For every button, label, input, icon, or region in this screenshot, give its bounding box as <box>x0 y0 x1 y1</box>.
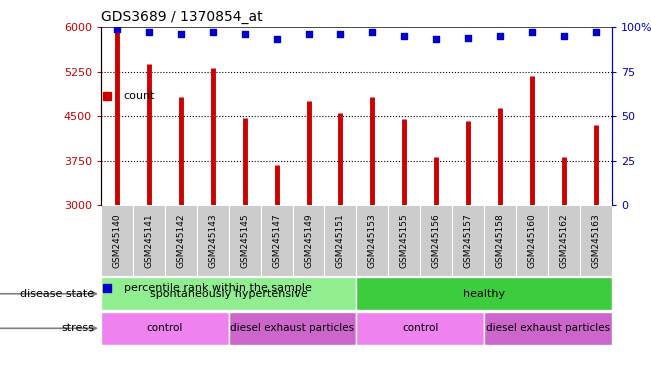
Point <box>303 31 314 37</box>
Bar <box>357 312 484 345</box>
Text: count: count <box>124 91 155 101</box>
Bar <box>101 205 133 276</box>
Point <box>527 29 537 35</box>
Point <box>144 29 154 35</box>
Text: GSM245142: GSM245142 <box>176 214 186 268</box>
Text: GSM245162: GSM245162 <box>559 214 568 268</box>
Text: stress: stress <box>62 323 94 333</box>
Point <box>431 36 441 43</box>
Text: GSM245145: GSM245145 <box>240 214 249 268</box>
Text: GSM245147: GSM245147 <box>272 214 281 268</box>
Text: GSM245141: GSM245141 <box>145 214 154 268</box>
Bar <box>292 205 324 276</box>
Point <box>590 29 601 35</box>
Point <box>176 31 186 37</box>
Point <box>335 31 346 37</box>
Bar <box>516 205 548 276</box>
Text: control: control <box>402 323 439 333</box>
Text: GSM245151: GSM245151 <box>336 214 345 268</box>
Text: GSM245158: GSM245158 <box>495 214 505 268</box>
Text: diesel exhaust particles: diesel exhaust particles <box>230 323 355 333</box>
Text: disease state: disease state <box>20 289 94 299</box>
Bar <box>357 205 389 276</box>
Bar <box>133 205 165 276</box>
Point <box>367 29 378 35</box>
Bar <box>229 205 260 276</box>
Text: GSM245153: GSM245153 <box>368 214 377 268</box>
Bar <box>229 312 357 345</box>
Text: diesel exhaust particles: diesel exhaust particles <box>486 323 610 333</box>
Text: GSM245140: GSM245140 <box>113 214 121 268</box>
Text: healthy: healthy <box>463 289 505 299</box>
Text: GSM245157: GSM245157 <box>464 214 473 268</box>
Text: GSM245149: GSM245149 <box>304 214 313 268</box>
Text: control: control <box>146 323 183 333</box>
Text: GDS3689 / 1370854_at: GDS3689 / 1370854_at <box>101 10 262 25</box>
Text: GSM245143: GSM245143 <box>208 214 217 268</box>
Text: GSM245163: GSM245163 <box>592 214 600 268</box>
Point <box>495 33 505 39</box>
Text: GSM245156: GSM245156 <box>432 214 441 268</box>
Point <box>463 35 473 41</box>
Point <box>559 33 569 39</box>
Point <box>112 26 122 32</box>
Bar <box>101 312 229 345</box>
Bar <box>484 205 516 276</box>
Bar <box>548 205 580 276</box>
Bar <box>101 277 357 310</box>
Bar <box>389 205 421 276</box>
Bar <box>197 205 229 276</box>
Bar <box>580 205 612 276</box>
Text: percentile rank within the sample: percentile rank within the sample <box>124 283 312 293</box>
Text: GSM245155: GSM245155 <box>400 214 409 268</box>
Bar <box>357 277 612 310</box>
Text: GSM245160: GSM245160 <box>527 214 536 268</box>
Bar <box>421 205 452 276</box>
Text: spontaneously hypertensive: spontaneously hypertensive <box>150 289 307 299</box>
Point <box>240 31 250 37</box>
Bar <box>260 205 292 276</box>
Bar <box>165 205 197 276</box>
Bar <box>484 312 612 345</box>
Point <box>271 36 282 43</box>
Bar <box>324 205 357 276</box>
Point <box>399 33 409 39</box>
Point <box>208 29 218 35</box>
Bar <box>452 205 484 276</box>
